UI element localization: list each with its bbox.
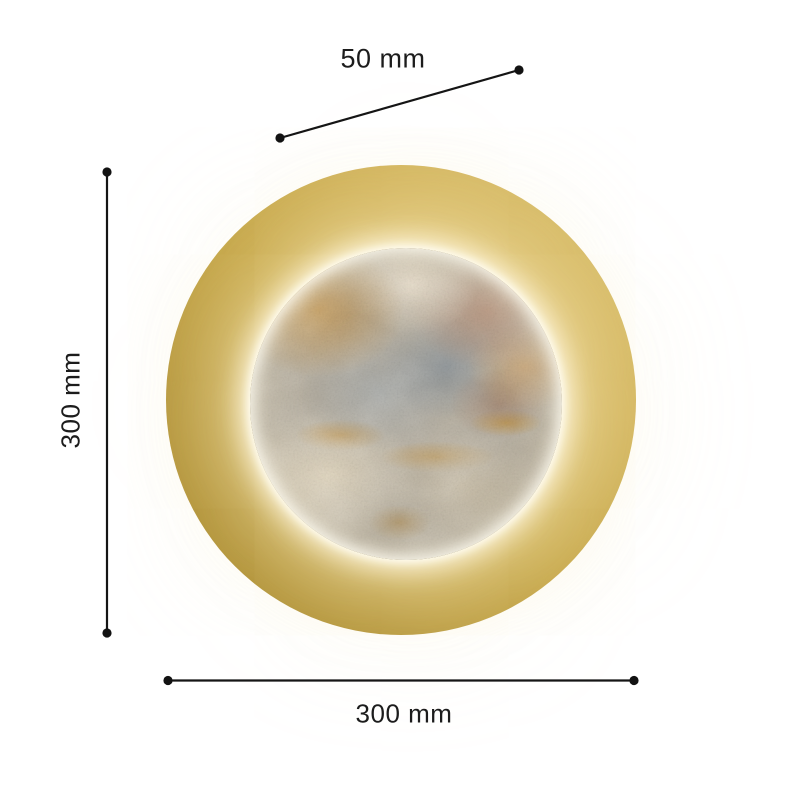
lamp-light-panel [250,248,562,560]
lamp-gold-disc [166,165,636,635]
depth-dimension-label: 50 mm [340,43,426,74]
depth-dimension-line [279,68,520,140]
width-endpoint-right [629,675,639,686]
height-endpoint-top [102,167,112,177]
depth-endpoint-left [275,133,285,143]
grain-texture-overlay [250,248,562,560]
height-dimension-label: 300 mm [55,351,86,449]
height-endpoint-bottom [102,628,112,638]
depth-endpoint-right [514,65,524,75]
width-endpoint-left [163,675,173,686]
width-dimension-label: 300 mm [355,698,453,729]
